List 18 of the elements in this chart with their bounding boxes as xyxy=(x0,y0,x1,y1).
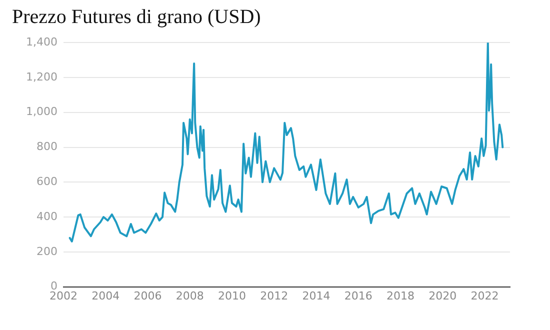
x-tick-label: 2014 xyxy=(302,289,330,302)
y-tick-label: 200 xyxy=(36,244,58,258)
y-tick-label: 600 xyxy=(36,175,58,188)
x-tick-label: 2020 xyxy=(428,289,457,302)
y-tick-label: 1,200 xyxy=(26,70,58,84)
y-tick-label: 1,400 xyxy=(26,35,58,48)
y-tick-label: 1,000 xyxy=(26,105,58,118)
x-tick-label: 2006 xyxy=(134,289,162,302)
x-tick-label: 2016 xyxy=(344,289,372,302)
y-tick-label: 800 xyxy=(36,140,58,154)
x-tick-label: 2010 xyxy=(218,289,246,302)
x-tick-label: 2008 xyxy=(176,289,204,302)
x-tick-label: 2012 xyxy=(260,289,288,302)
x-tick-label: 2004 xyxy=(92,289,120,302)
x-tick-label: 2022 xyxy=(470,289,499,302)
x-tick-label: 2018 xyxy=(386,289,414,302)
y-tick-label: 400 xyxy=(36,210,58,223)
chart-title: Prezzo Futures di grano (USD) xyxy=(12,6,261,29)
